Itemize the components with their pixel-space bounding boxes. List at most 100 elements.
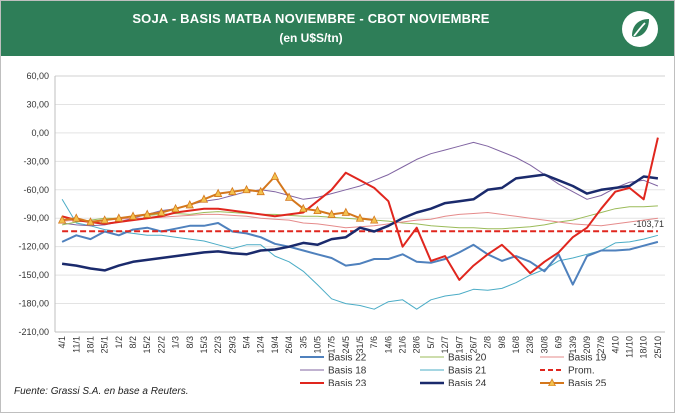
x-tick-label: 4/1 xyxy=(57,336,67,349)
x-tick-label: 25/1 xyxy=(100,336,110,354)
x-tick-label: 11/10 xyxy=(625,336,635,358)
x-tick-label: 1/3 xyxy=(171,336,181,349)
legend-marker-basis-25 xyxy=(548,378,556,386)
x-tick-label: 6/9 xyxy=(554,336,564,349)
y-tick-label: 60,00 xyxy=(26,71,49,81)
x-tick-label: 26/7 xyxy=(468,336,478,354)
legend-label-prom: Prom. xyxy=(568,366,595,377)
x-tick-label: 22/2 xyxy=(156,336,166,354)
chart-title: SOJA - BASIS MATBA NOVIEMBRE - CBOT NOVI… xyxy=(132,11,490,26)
series-point-basis-25 xyxy=(327,209,336,218)
series-point-basis-25 xyxy=(86,217,95,226)
series-point-basis-25 xyxy=(270,171,280,180)
x-tick-label: 14/6 xyxy=(383,336,393,354)
legend-label-basis-23: Basis 23 xyxy=(328,379,367,387)
series-point-basis-25 xyxy=(284,192,294,201)
x-tick-label: 21/6 xyxy=(398,336,408,354)
y-tick-label: -30,00 xyxy=(23,156,49,166)
y-tick-label: -60,00 xyxy=(23,185,49,195)
x-tick-label: 10/5 xyxy=(312,336,322,354)
x-tick-label: 5/7 xyxy=(426,336,436,349)
x-tick-label: 18/1 xyxy=(85,336,95,354)
y-tick-label: -90,00 xyxy=(23,213,49,223)
legend-label-basis-22: Basis 22 xyxy=(328,353,367,364)
y-tick-label: 0,00 xyxy=(31,128,49,138)
x-tick-label: 12/4 xyxy=(256,336,266,354)
series-group xyxy=(57,137,659,310)
annotations: -103,71 xyxy=(634,219,665,229)
series-point-basis-25 xyxy=(199,194,209,203)
series-point-basis-25 xyxy=(313,205,322,215)
series-line-basis-21 xyxy=(61,199,659,310)
legend-label-basis-24: Basis 24 xyxy=(448,379,487,387)
x-tick-label: 19/4 xyxy=(270,336,280,354)
series-point-basis-25 xyxy=(114,213,123,222)
x-tick-label: 5/4 xyxy=(242,336,252,349)
source-note: Fuente: Grassi S.A. en base a Reuters. xyxy=(14,386,189,397)
legend: Basis 22 Basis 20 Basis 19 Basis 18 Basis 21… xyxy=(300,353,607,387)
x-tick-label: 19/7 xyxy=(454,336,464,354)
x-tick-label: 31/5 xyxy=(355,336,365,354)
series-point-basis-25 xyxy=(242,184,251,194)
x-tick-label: 8/3 xyxy=(185,336,195,349)
y-tick-label: -210,00 xyxy=(18,327,49,337)
series-point-basis-25 xyxy=(355,213,365,222)
x-tick-label: 25/10 xyxy=(653,336,663,359)
x-tick-label: 11/1 xyxy=(71,336,81,353)
x-tick-label: 28/6 xyxy=(412,336,422,354)
series-point-basis-25 xyxy=(171,203,180,213)
legend-label-basis-21: Basis 21 xyxy=(448,366,487,377)
series-line-basis-23 xyxy=(61,137,659,281)
x-tick-label: 4/10 xyxy=(610,336,620,354)
y-tick-label: -150,00 xyxy=(18,270,49,280)
x-tick-label: 23/8 xyxy=(525,336,535,354)
series-point-basis-25 xyxy=(370,215,379,224)
legend-label-basis-18: Basis 18 xyxy=(328,366,367,377)
grid-lines xyxy=(55,75,665,333)
x-tick-label: 1/2 xyxy=(114,336,124,349)
series-point-basis-25 xyxy=(157,207,166,216)
x-tick-label: 3/5 xyxy=(298,336,308,349)
series-line-basis-24 xyxy=(61,173,659,272)
series-point-basis-25 xyxy=(72,213,81,222)
x-tick-label: 30/8 xyxy=(539,336,549,354)
x-tick-label: 24/5 xyxy=(341,336,351,354)
x-tick-label: 16/8 xyxy=(511,336,521,354)
series-point-basis-25 xyxy=(57,215,67,224)
x-tick-label: 8/2 xyxy=(128,336,138,349)
x-tick-label: 26/4 xyxy=(284,336,294,354)
line-chart: 60,00 30,00 0,00 -30,00 -60,00 -90,00 -120,00 -… xyxy=(18,71,665,387)
legend-label-basis-25: Basis 25 xyxy=(568,379,607,387)
y-tick-label: -120,00 xyxy=(18,242,49,252)
series-point-basis-25 xyxy=(185,200,194,209)
chart-header: SOJA - BASIS MATBA NOVIEMBRE - CBOT NOVI… xyxy=(1,1,674,56)
annotation-label: -103,71 xyxy=(634,219,665,229)
y-tick-label: 30,00 xyxy=(26,99,49,109)
series-point-basis-25 xyxy=(299,203,308,213)
legend-label-basis-20: Basis 20 xyxy=(448,353,487,364)
x-tick-label: 27/9 xyxy=(596,336,606,354)
x-axis: 4/1 11/1 18/1 25/1 1/2 8/2 15/2 22/2 1/3 8/3 15/3 2… xyxy=(55,331,665,359)
x-tick-label: 20/9 xyxy=(582,336,592,354)
x-tick-label: 2/8 xyxy=(483,336,493,349)
x-tick-label: 12/7 xyxy=(440,336,450,354)
x-tick-label: 7/6 xyxy=(369,336,379,349)
x-tick-label: 13/9 xyxy=(568,336,578,354)
series-point-basis-25 xyxy=(228,186,237,196)
x-tick-label: 17/5 xyxy=(327,336,337,354)
y-tick-label: -180,00 xyxy=(18,299,49,309)
y-axis: 60,00 30,00 0,00 -30,00 -60,00 -90,00 -120,00 -… xyxy=(18,71,56,337)
x-tick-label: 15/2 xyxy=(142,336,152,354)
series-point-basis-25 xyxy=(143,209,152,218)
legend-label-basis-19: Basis 19 xyxy=(568,353,607,364)
series-point-basis-25 xyxy=(128,211,138,220)
series-point-basis-25 xyxy=(213,188,223,197)
series-point-basis-25 xyxy=(341,207,350,216)
x-tick-label: 22/3 xyxy=(213,336,223,354)
series-point-basis-25 xyxy=(256,186,265,196)
x-tick-label: 15/3 xyxy=(199,336,209,354)
series-point-basis-25 xyxy=(100,215,109,224)
leaf-logo-icon xyxy=(622,11,658,47)
chart-subtitle: (en U$S/tn) xyxy=(279,31,343,45)
